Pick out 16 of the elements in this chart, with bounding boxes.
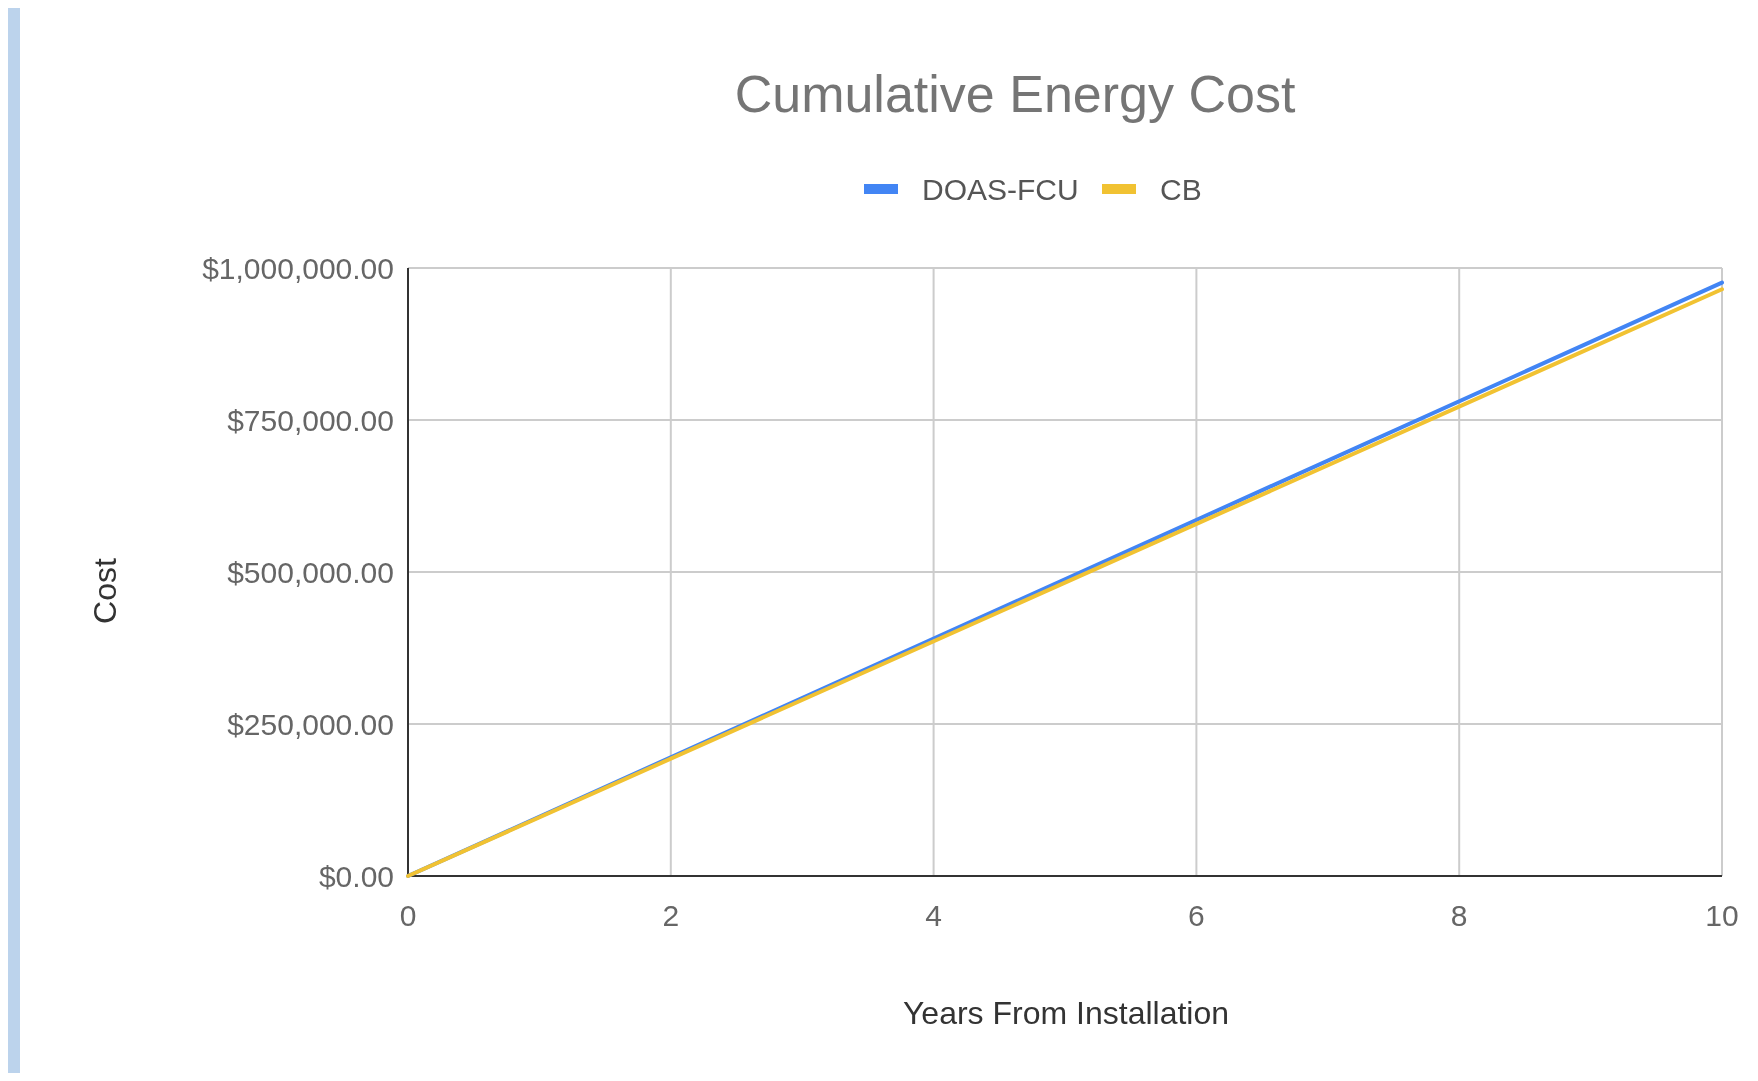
x-tick-label: 8	[1450, 899, 1468, 932]
y-tick-label: $1,000,000.00	[202, 252, 394, 285]
x-tick-label: 2	[662, 899, 680, 932]
x-axis-title: Years From Installation	[902, 995, 1230, 1031]
legend-label: DOAS-FCU	[922, 173, 1079, 206]
x-tick-label: 6	[1188, 899, 1205, 932]
y-tick-label: $250,000.00	[227, 708, 394, 741]
x-tick-label: 10	[1705, 899, 1739, 932]
y-tick-label: $0.00	[318, 860, 394, 893]
x-tick-label: 4	[925, 899, 942, 932]
x-tick-label: 0	[399, 899, 417, 932]
y-tick-label: $750,000.00	[227, 404, 394, 437]
chart-title: Cumulative Energy Cost	[734, 65, 1296, 123]
legend-label: CB	[1160, 173, 1202, 206]
y-tick-label: $500,000.00	[227, 556, 394, 589]
y-axis-title: Cost	[87, 557, 123, 624]
